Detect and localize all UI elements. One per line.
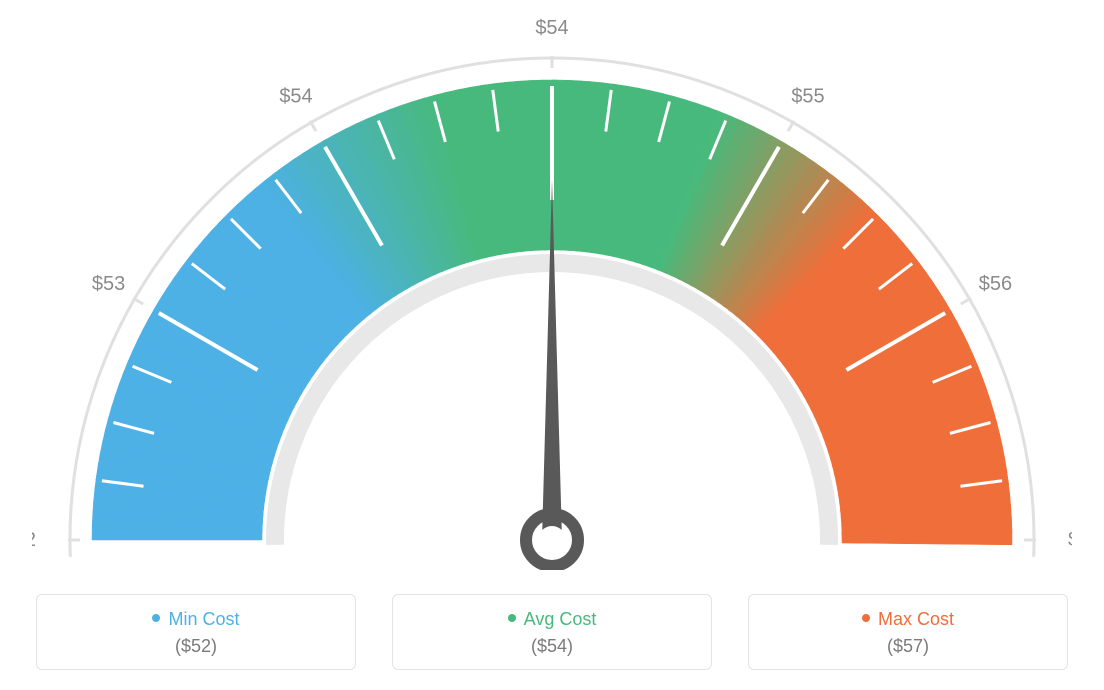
gauge-svg: $52 $53 $54 $54 $55 $56 $57 bbox=[32, 10, 1072, 570]
legend-value-avg: ($54) bbox=[403, 636, 701, 657]
legend-card-min: Min Cost ($52) bbox=[36, 594, 356, 670]
dot-max-icon bbox=[862, 614, 870, 622]
scale-label: $57 bbox=[1068, 529, 1072, 551]
legend-value-min: ($52) bbox=[47, 636, 345, 657]
legend-label-max: Max Cost bbox=[878, 609, 954, 629]
legend-label-min: Min Cost bbox=[168, 609, 239, 629]
scale-label: $56 bbox=[979, 273, 1012, 295]
scale-label: $55 bbox=[791, 86, 824, 108]
cost-gauge: $52 $53 $54 $54 $55 $56 $57 bbox=[32, 10, 1072, 570]
legend-title-min: Min Cost bbox=[47, 609, 345, 630]
legend-title-avg: Avg Cost bbox=[403, 609, 701, 630]
scale-label: $52 bbox=[32, 529, 36, 551]
dot-avg-icon bbox=[508, 614, 516, 622]
dot-min-icon bbox=[152, 614, 160, 622]
scale-label: $53 bbox=[92, 273, 125, 295]
legend-card-avg: Avg Cost ($54) bbox=[392, 594, 712, 670]
legend-row: Min Cost ($52) Avg Cost ($54) Max Cost (… bbox=[36, 594, 1068, 670]
legend-card-max: Max Cost ($57) bbox=[748, 594, 1068, 670]
legend-title-max: Max Cost bbox=[759, 609, 1057, 630]
scale-label: $54 bbox=[279, 86, 312, 108]
legend-label-avg: Avg Cost bbox=[524, 609, 597, 629]
legend-value-max: ($57) bbox=[759, 636, 1057, 657]
scale-label: $54 bbox=[535, 17, 568, 39]
